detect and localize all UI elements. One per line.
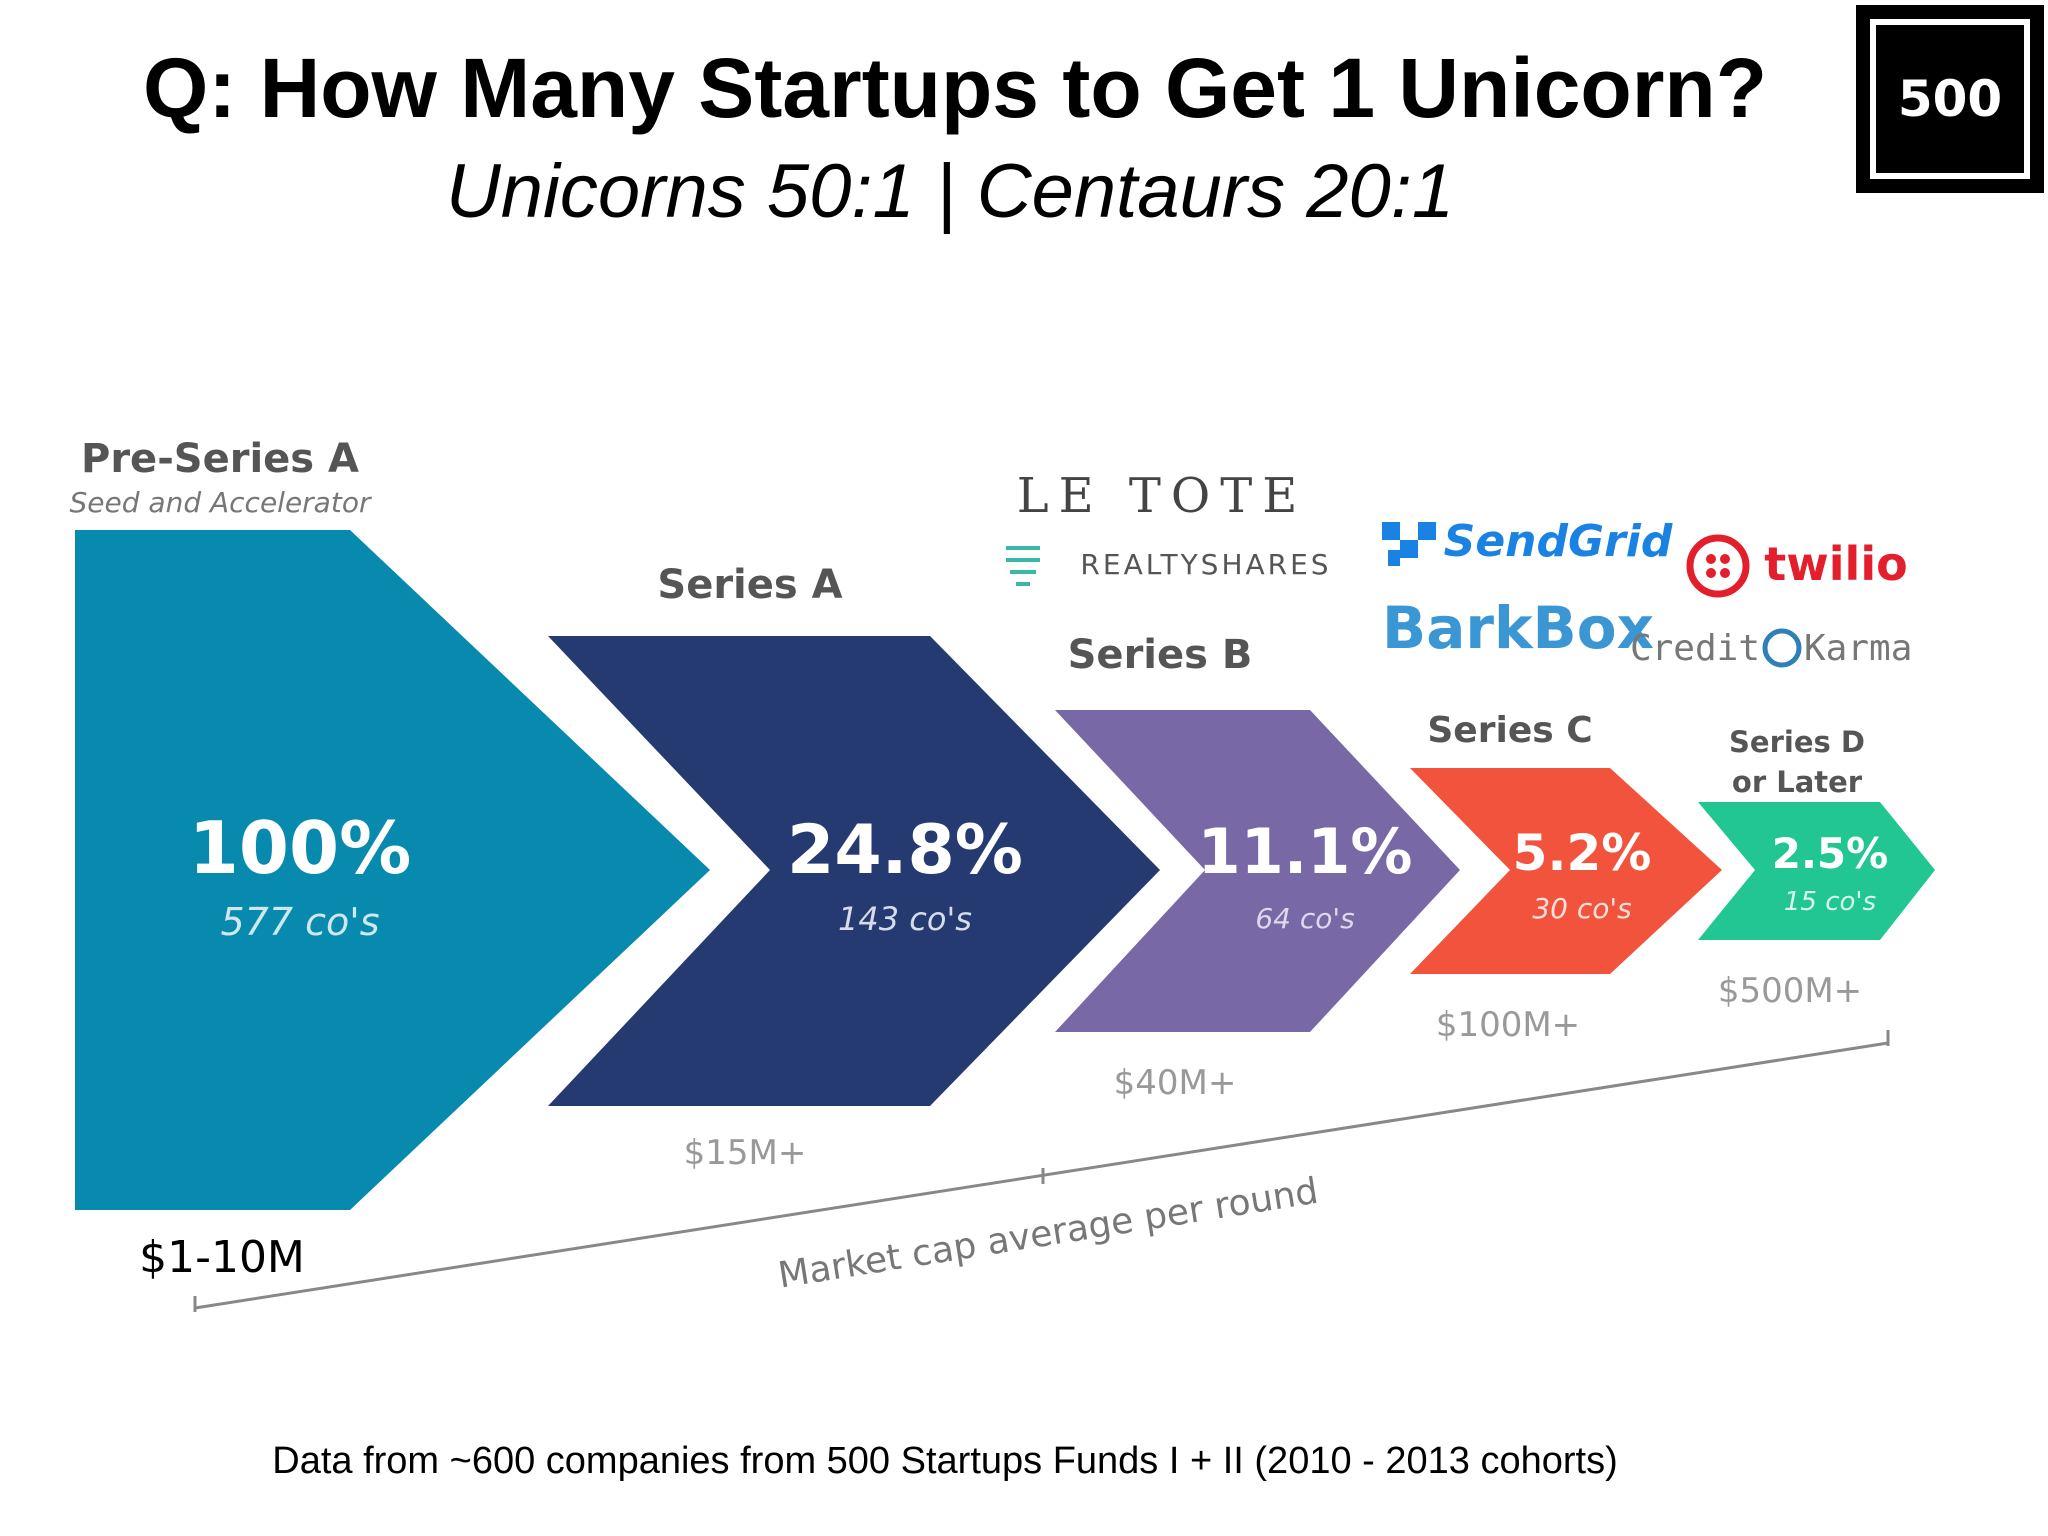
logo-text: 500 <box>1870 19 2030 179</box>
market-cap-series-a: $15M+ <box>684 1133 807 1173</box>
stage-count-series-c: 30 co's <box>1532 892 1631 925</box>
slide-title: Q: How Many Startups to Get 1 Unicorn? <box>142 41 1768 135</box>
stage-arrow-pre-series-a <box>75 530 710 1210</box>
stage-count-series-a: 143 co's <box>838 900 972 938</box>
sendgrid-icon <box>1382 522 1436 566</box>
stage-label-pre-series-a: Pre-Series A <box>81 436 359 482</box>
stage-percent-series-b: 11.1% <box>1197 815 1412 888</box>
le-tote-logo: LE TOTE <box>1017 468 1308 524</box>
twilio-logo: twilio <box>1764 537 1907 591</box>
stage-label-series-c: Series C <box>1427 710 1592 751</box>
stage-percent-series-d: 2.5% <box>1772 829 1888 878</box>
sendgrid-logo: SendGrid <box>1444 516 1673 567</box>
stage-arrow-series-a <box>548 636 1160 1106</box>
stage-arrow-series-c <box>1410 768 1722 974</box>
stage-label-series-d: Series D <box>1729 725 1865 759</box>
creditkarma-icon <box>1762 628 1802 668</box>
creditkarma-logo-right: Karma <box>1804 628 1912 669</box>
stage-percent-pre-series-a: 100% <box>189 806 411 890</box>
realtyshares-logo: REALTYSHARES <box>1080 548 1331 581</box>
market-cap-axis <box>193 1030 1890 1312</box>
creditkarma-logo-left: Credit <box>1630 628 1760 669</box>
stage-sublabel-series-d: or Later <box>1732 765 1863 799</box>
stage-label-series-a: Series A <box>657 562 842 608</box>
market-cap-pre-series-a: $1-10M <box>139 1232 305 1283</box>
realtyshares-icon <box>1006 546 1040 586</box>
stage-count-series-b: 64 co's <box>1255 902 1354 935</box>
stage-count-series-d: 15 co's <box>1784 887 1876 917</box>
stage-percent-series-a: 24.8% <box>787 811 1023 890</box>
market-cap-series-b: $40M+ <box>1114 1063 1237 1103</box>
stage-sublabel-pre-series-a: Seed and Accelerator <box>70 486 372 519</box>
market-cap-series-c: $100M+ <box>1436 1005 1580 1045</box>
stage-arrow-series-d <box>1698 802 1935 940</box>
barkbox-logo: BarkBox <box>1382 594 1654 662</box>
stage-count-pre-series-a: 577 co's <box>221 900 380 944</box>
slide-subtitle: Unicorns 50:1 | Centaurs 20:1 <box>445 149 1455 234</box>
twilio-icon <box>1686 534 1750 598</box>
stage-percent-series-c: 5.2% <box>1513 824 1652 882</box>
market-cap-series-d: $500M+ <box>1718 971 1862 1011</box>
market-cap-axis-label: Market cap average per round <box>775 1171 1321 1297</box>
stage-label-series-b: Series B <box>1068 632 1253 678</box>
stage-arrow-series-b <box>1055 710 1460 1032</box>
500-startups-logo: 500 <box>1856 5 2044 193</box>
footnote: Data from ~600 companies from 500 Startu… <box>272 1440 1618 1482</box>
